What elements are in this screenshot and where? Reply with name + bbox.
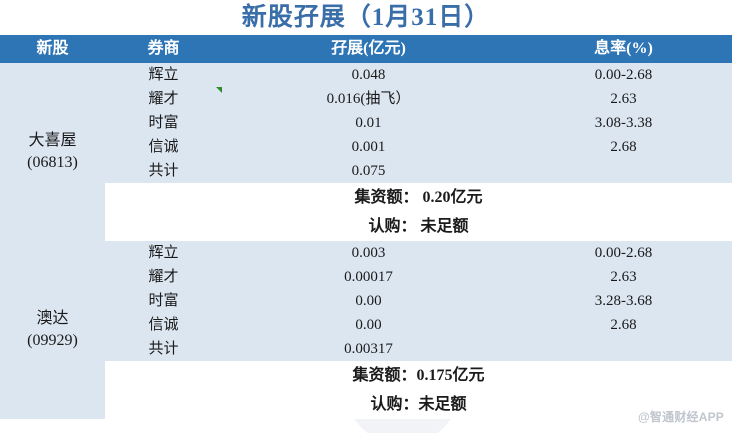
table-row: 时富 0.00 3.28-3.68 [0,289,732,313]
broker-cell-total: 共计 [105,159,222,183]
rate-cell: 0.00-2.68 [515,63,732,87]
table-row: 共计 0.075 [0,159,732,183]
margin-cell: 0.00 [222,289,515,313]
rate-cell: 2.68 [515,135,732,159]
stock-code: (06813) [27,154,78,171]
margin-financing-table: 新股 券商 孖展(亿元) 息率(%) 大喜屋 (06813) 辉立 0.048 … [0,35,732,419]
margin-cell: 0.016(抽飞） [222,87,515,111]
stock-cell-daxiwu: 大喜屋 (06813) [0,63,105,241]
table-row: 信诚 0.00 2.68 [0,313,732,337]
subscription-status: 认购： 未足额 [105,212,732,241]
sheet-title-bar: 新股孖展（1月31日） [0,0,732,35]
column-header-margin: 孖展(亿元) [222,35,515,63]
broker-cell: 辉立 [105,241,222,265]
table-row: 耀才 0.016(抽飞） 2.63 [0,87,732,111]
table-row: 澳达 (09929) 辉立 0.003 0.00-2.68 [0,241,732,419]
fundraising-amount: 集资额： 0.20亿元 [105,183,732,212]
broker-cell-total: 共计 [105,337,222,361]
rate-cell: 2.63 [515,265,732,289]
fundraising-amount: 集资额：0.175亿元 [105,361,732,390]
margin-cell-total: 0.00317 [222,337,515,361]
stock-cell-aoda: 澳达 (09929) [0,241,105,419]
summary-row: 集资额： 0.20亿元 [0,183,732,212]
subscription-status: 认购：未足额 [105,390,732,419]
table-row: 大喜屋 (06813) 辉立 0.048 0.00-2.68 [0,63,732,241]
stock-name: 大喜屋 [28,132,77,150]
broker-cell: 信诚 [105,313,222,337]
broker-cell: 耀才 [105,87,222,111]
margin-cell: 0.001 [222,135,515,159]
column-header-rate: 息率(%) [515,35,732,63]
column-header-stock: 新股 [0,35,105,63]
table-body: 大喜屋 (06813) 辉立 0.048 0.00-2.68 耀才 0.016(… [0,63,732,419]
summary-row: 认购： 未足额 [0,212,732,241]
margin-cell-total: 0.075 [222,159,515,183]
margin-cell: 0.00 [222,313,515,337]
table-row: 时富 0.01 3.08-3.38 [0,111,732,135]
rate-cell: 0.00-2.68 [515,241,732,265]
table-row: 共计 0.00317 [0,337,732,361]
rate-cell-total [515,337,732,361]
broker-cell: 信诚 [105,135,222,159]
summary-row: 认购：未足额 [0,390,732,419]
rate-cell-total [515,159,732,183]
margin-cell: 0.00017 [222,265,515,289]
broker-cell: 辉立 [105,63,222,87]
stock-code: (09929) [27,332,78,349]
broker-cell: 耀才 [105,265,222,289]
margin-cell: 0.01 [222,111,515,135]
rate-cell: 3.08-3.38 [515,111,732,135]
rate-cell: 3.28-3.68 [515,289,732,313]
margin-cell: 0.003 [222,241,515,265]
page-title: 新股孖展（1月31日） [241,4,491,31]
broker-cell: 时富 [105,289,222,313]
summary-row: 集资额：0.175亿元 [0,361,732,390]
broker-cell: 时富 [105,111,222,135]
table-header-row: 新股 券商 孖展(亿元) 息率(%) [0,35,732,63]
table-header: 新股 券商 孖展(亿元) 息率(%) [0,35,732,63]
table-row: 信诚 0.001 2.68 [0,135,732,159]
column-header-broker: 券商 [105,35,222,63]
rate-cell: 2.68 [515,313,732,337]
rate-cell: 2.63 [515,87,732,111]
stock-name: 澳达 [36,310,69,328]
margin-cell: 0.048 [222,63,515,87]
attribution-watermark: @智通财经APP [638,410,724,424]
table-row: 耀才 0.00017 2.63 [0,265,732,289]
